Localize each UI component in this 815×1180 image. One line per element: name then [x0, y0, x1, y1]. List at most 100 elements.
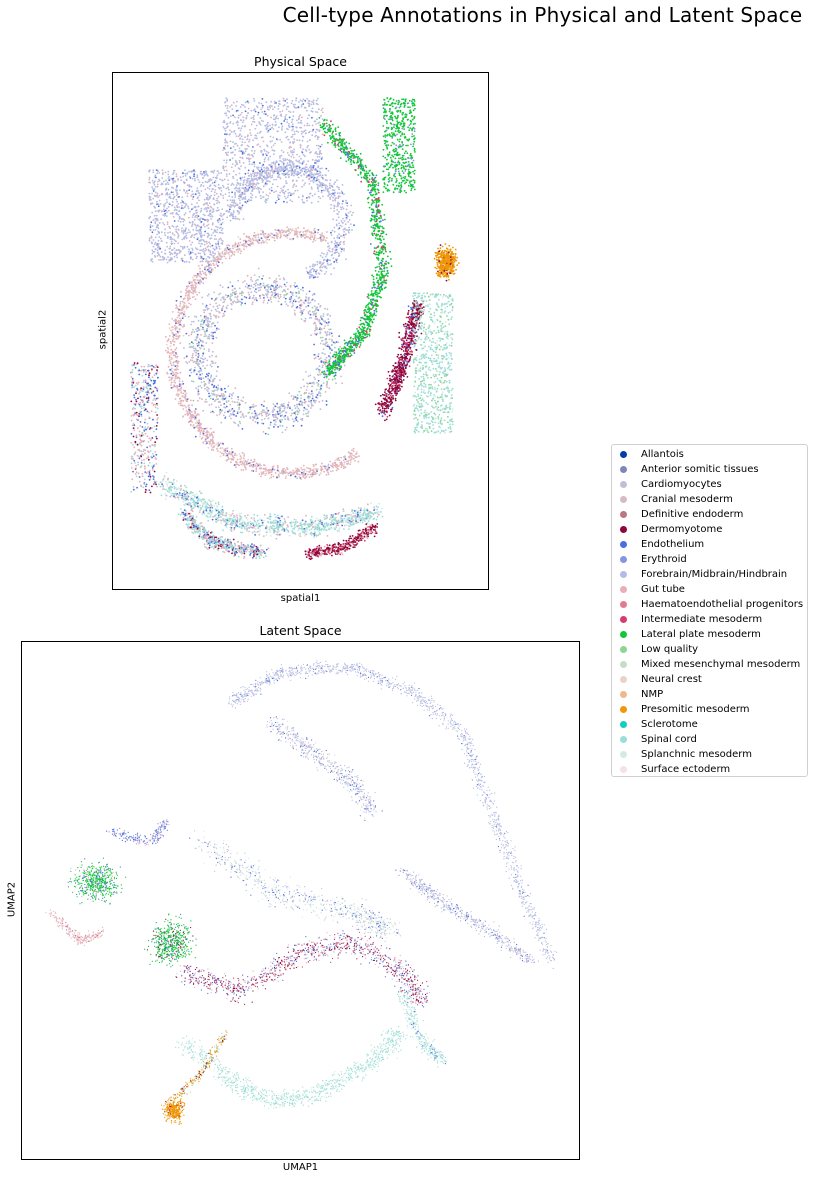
cloud-forebrain-top [222, 97, 324, 204]
legend-item: Surface ectoderm [612, 762, 730, 777]
legend-item: Dermomyotome [612, 522, 722, 537]
cloud-left-gut [45, 909, 105, 946]
legend-item: Mixed mesenchymal mesoderm [612, 657, 800, 672]
legend-label: Gut tube [641, 584, 685, 595]
legend-item: Spinal cord [612, 732, 697, 747]
legend-item: Forebrain/Midbrain/Hindbrain [612, 567, 787, 582]
physical-y-axis-label: spatial2 [97, 309, 109, 350]
cloud-dermo [374, 295, 425, 422]
cloud-center [175, 928, 431, 1013]
legend-label: Mixed mesenchymal mesoderm [641, 659, 801, 670]
physical-plot-area [112, 72, 489, 590]
figure-title: Cell-type Annotations in Physical and La… [282, 3, 803, 27]
legend-label: Definitive endoderm [641, 509, 744, 520]
cloud-bottom-dermo [304, 523, 379, 561]
cloud-erythroid [106, 819, 170, 846]
physical-x-axis-label: spatial1 [280, 593, 321, 604]
legend-label: Cardiomyocytes [641, 479, 722, 490]
legend-marker [620, 676, 627, 683]
legend-label: Neural crest [641, 674, 702, 685]
cloud-forebrain [148, 169, 224, 264]
legend-label: Cranial mesoderm [641, 494, 733, 505]
cloud-left-edge [130, 362, 159, 494]
legend-item: Cardiomyocytes [612, 477, 722, 492]
cloud-presomitic [160, 1096, 186, 1125]
latent-plot-area [21, 641, 580, 1160]
cloud-lateral-top [382, 97, 416, 194]
cloud-left-lateral [67, 857, 127, 905]
legend-label: Haematoendothelial progenitors [641, 599, 804, 610]
legend-item: Endothelium [612, 537, 704, 552]
legend-item: Haematoendothelial progenitors [612, 597, 803, 612]
legend-item: Definitive endoderm [612, 507, 743, 522]
legend-label: Dermomyotome [641, 524, 723, 535]
physical-panel-title: Physical Space [254, 54, 347, 69]
legend-label: Anterior somitic tissues [641, 464, 759, 475]
cloud-nmp-branch [173, 1030, 228, 1101]
legend-label: Allantois [641, 449, 684, 460]
legend-label: Low quality [641, 644, 699, 655]
legend-marker [620, 616, 627, 623]
legend-marker [620, 736, 627, 743]
legend-marker [620, 496, 627, 503]
legend-marker [620, 526, 627, 533]
legend-marker [620, 586, 627, 593]
cloud-top-arc [228, 660, 558, 970]
legend-item: Low quality [612, 642, 698, 657]
legend-item: Sclerotome [612, 717, 698, 732]
legend-marker [620, 541, 627, 548]
legend-item: Neural crest [612, 672, 702, 687]
legend-marker [620, 766, 627, 773]
legend-label: Surface ectoderm [641, 764, 731, 775]
cloud-forebrain-mid [222, 156, 355, 279]
legend-label: Intermediate mesoderm [641, 614, 763, 625]
legend-marker [620, 556, 627, 563]
legend-item: Splanchnic mesoderm [612, 747, 752, 762]
cloud-lateral-plate [318, 116, 393, 378]
cloud-center-top [189, 830, 401, 943]
legend-marker [620, 481, 627, 488]
legend-item: NMP [612, 687, 663, 702]
cloud-spinal-low [175, 1025, 412, 1110]
legend-marker [620, 661, 627, 668]
legend-label: Splanchnic mesoderm [641, 749, 752, 760]
legend-label: Lateral plate mesoderm [641, 629, 761, 640]
legend-label: Forebrain/Midbrain/Hindbrain [641, 569, 788, 580]
legend-item: Presomitic mesoderm [612, 702, 750, 717]
latent-panel-title: Latent Space [259, 623, 342, 638]
legend-item: Anterior somitic tissues [612, 462, 759, 477]
cloud-lower [156, 471, 384, 540]
cloud-inner-swirl [183, 267, 346, 436]
cloud-mid-lateral [144, 913, 197, 968]
legend-marker [620, 571, 627, 578]
cell-type-legend: Allantois Anterior somitic tissues Cardiom… [611, 444, 808, 777]
legend-item: Erythroid [612, 552, 687, 567]
legend-item: Allantois [612, 447, 684, 462]
cloud-gut-ring [164, 226, 360, 480]
legend-label: Erythroid [641, 554, 687, 565]
legend-label: Presomitic mesoderm [641, 704, 750, 715]
cloud-presomitic [433, 243, 460, 282]
latent-scatter-svg [45, 660, 558, 1125]
legend-marker [620, 601, 627, 608]
legend-label: NMP [641, 689, 664, 700]
cloud-spinal [412, 292, 454, 434]
latent-y-axis-label: UMAP2 [6, 881, 18, 918]
legend-label: Sclerotome [641, 719, 698, 730]
legend-marker [620, 511, 627, 518]
latent-x-axis-label: UMAP1 [282, 1162, 319, 1173]
cloud-bottom-band [177, 508, 270, 560]
legend-marker [620, 631, 627, 638]
legend-marker [620, 451, 627, 458]
legend-marker [620, 466, 627, 473]
physical-scatter-svg [130, 97, 460, 561]
legend-marker [620, 751, 627, 758]
legend-marker [620, 691, 627, 698]
legend-label: Endothelium [641, 539, 705, 550]
cloud-right-branch [395, 867, 540, 964]
cloud-top-mid [266, 716, 383, 821]
legend-marker [620, 721, 627, 728]
legend-marker [620, 646, 627, 653]
legend-item: Intermediate mesoderm [612, 612, 762, 627]
legend-item: Gut tube [612, 582, 685, 597]
